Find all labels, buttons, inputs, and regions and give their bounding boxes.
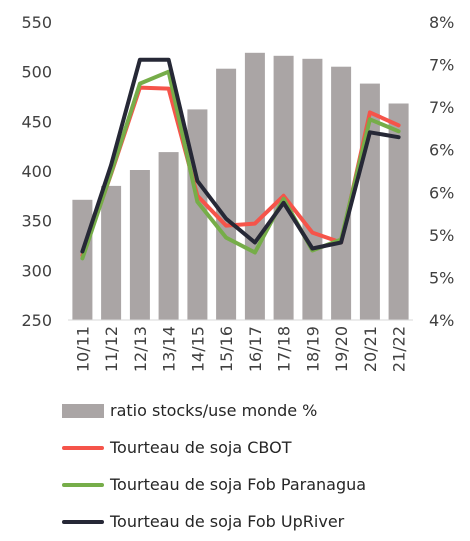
x-tick-label: 20/21 [361,326,380,372]
series-2-point-17/18 [282,201,286,205]
bar-15/16 [216,68,237,320]
bar-19/20 [331,66,352,320]
legend: ratio stocks/use monde % Tourteau de soj… [62,392,366,540]
y-right-tick-label: 4% [429,311,454,330]
series-0-point-21/22 [397,123,401,127]
series-2-point-11/12 [109,163,113,167]
y-right-tick-label: 8% [429,13,454,32]
y-right-tick-label: 6% [429,183,454,202]
x-tick-label: 11/12 [102,326,121,372]
bars-layer [72,52,409,321]
series-0-point-13/14 [167,87,171,91]
lines-layer [80,57,401,261]
series-1-point-17/18 [282,197,286,201]
legend-item-paranagua: Tourteau de soja Fob Paranagua [62,466,366,503]
x-tick-label: 16/17 [246,326,265,372]
y-right-tick-label: 7% [429,56,454,75]
legend-item-cbot: Tourteau de soja CBOT [62,429,366,466]
series-0-point-18/19 [310,231,314,235]
legend-swatch-bars [62,403,104,418]
series-2-point-10/11 [80,250,84,253]
legend-swatch-cbot [62,445,104,450]
legend-swatch-upriver [62,519,104,524]
axis-layer: 550 500 450 400 350 300 250 8% 7% 7% 6% 6% 5% 5% 4% 10/… [21,13,454,372]
series-2-point-18/19 [310,247,314,250]
series-line-2 [80,57,401,254]
x-tick-label: 18/19 [303,326,322,372]
y-left-tick-label: 300 [21,261,52,280]
y-right-tick-label: 7% [429,98,454,117]
legend-label-bars: ratio stocks/use monde % [110,401,318,420]
x-tick-label: 12/13 [131,326,150,372]
x-tick-label: 15/16 [217,326,236,372]
chart: 550 500 450 400 350 300 250 8% 7% 7% 6% 6% 5% 5% 4% 10/… [21,13,454,372]
series-2-point-12/13 [138,58,142,62]
x-tick-label: 13/14 [160,326,179,372]
legend-label-cbot: Tourteau de soja CBOT [110,438,292,457]
x-tick-label: 17/18 [275,326,294,372]
x-tick-label: 21/22 [390,326,409,372]
legend-label-upriver: Tourteau de soja Fob UpRiver [110,512,345,531]
series-1-point-16/17 [253,251,257,254]
y-right-tick-label: 6% [429,141,454,160]
series-2-point-14/15 [195,179,199,183]
series-0-point-16/17 [253,222,257,226]
y-left-tick-label: 350 [21,212,52,231]
series-2-point-20/21 [368,130,372,134]
series-0-point-15/16 [224,224,228,228]
series-2-point-21/22 [397,135,401,139]
legend-label-paranagua: Tourteau de soja Fob Paranagua [110,475,367,494]
series-2-point-16/17 [253,241,257,244]
legend-item-upriver: Tourteau de soja Fob UpRiver [62,503,366,540]
bar-11/12 [101,185,122,320]
y-left-tick-label: 550 [21,13,52,32]
y-right-tick-label: 5% [429,226,454,245]
x-tick-label: 19/20 [332,326,351,372]
series-2-point-19/20 [339,241,343,244]
x-tick-label: 10/11 [73,326,92,372]
bar-18/19 [302,58,323,321]
legend-swatch-paranagua [62,482,104,487]
bar-17/18 [273,55,294,321]
y-left-tick-label: 250 [21,311,52,330]
bar-12/13 [129,170,150,320]
bar-16/17 [244,52,265,321]
bar-14/15 [187,109,208,321]
series-0-point-20/21 [368,110,372,114]
y-left-tick-label: 450 [21,112,52,131]
y-left-tick-label: 400 [21,162,52,181]
series-1-point-21/22 [397,129,401,133]
series-1-point-15/16 [224,236,228,240]
x-tick-label: 14/15 [188,326,207,372]
y-left-tick-label: 500 [21,63,52,82]
series-1-point-12/13 [138,82,142,86]
series-0-point-17/18 [282,194,286,198]
series-2-point-15/16 [224,217,228,221]
bar-13/14 [158,152,179,320]
y-right-tick-label: 5% [429,268,454,287]
legend-item-bars: ratio stocks/use monde % [62,392,366,429]
bar-21/22 [388,103,409,320]
series-1-point-10/11 [80,256,84,260]
series-1-point-20/21 [368,117,372,121]
series-2-point-13/14 [167,58,171,62]
series-1-point-14/15 [195,200,199,204]
